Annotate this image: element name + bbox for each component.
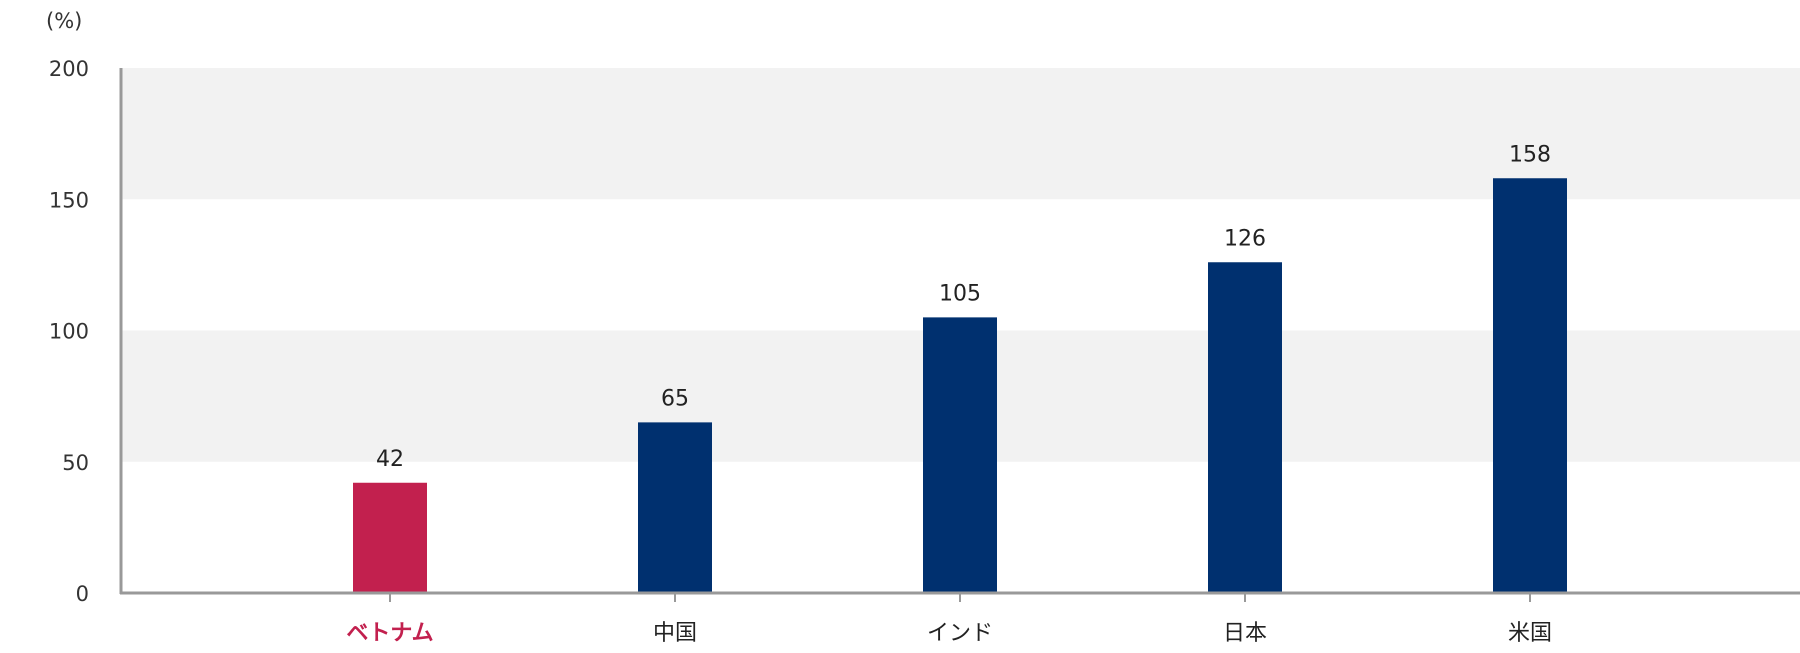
bar-2 [923, 317, 997, 593]
y-tick-label: 0 [76, 582, 89, 606]
data-label: 126 [1224, 226, 1266, 251]
bar-4 [1493, 178, 1567, 593]
axes-group [119, 68, 1800, 602]
x-category-label: 米国 [1508, 621, 1552, 646]
bar-0 [353, 482, 427, 593]
bars-group [353, 178, 1567, 593]
y-tick-label: 50 [62, 451, 89, 475]
y-tick-label: 200 [49, 57, 89, 81]
data-label: 65 [661, 386, 689, 411]
grid-band [121, 68, 1800, 200]
data-label: 105 [939, 281, 981, 306]
x-category-label: ベトナム [346, 621, 433, 646]
y-tick-label: 100 [49, 320, 89, 344]
x-category-label: インド [927, 621, 993, 646]
y-unit-label: (%) [46, 9, 82, 33]
bar-1 [638, 422, 712, 593]
bar-3 [1208, 262, 1282, 593]
y-tick-label: 150 [49, 188, 89, 212]
data-label: 42 [376, 447, 404, 472]
x-category-label: 中国 [653, 621, 697, 646]
data-label: 158 [1509, 142, 1551, 167]
labels-group: 0 50 100 150 200 42 65 105 126 158 ベトナム 中国 インド 日本 米国 [49, 57, 1552, 646]
x-category-label: 日本 [1223, 621, 1267, 646]
